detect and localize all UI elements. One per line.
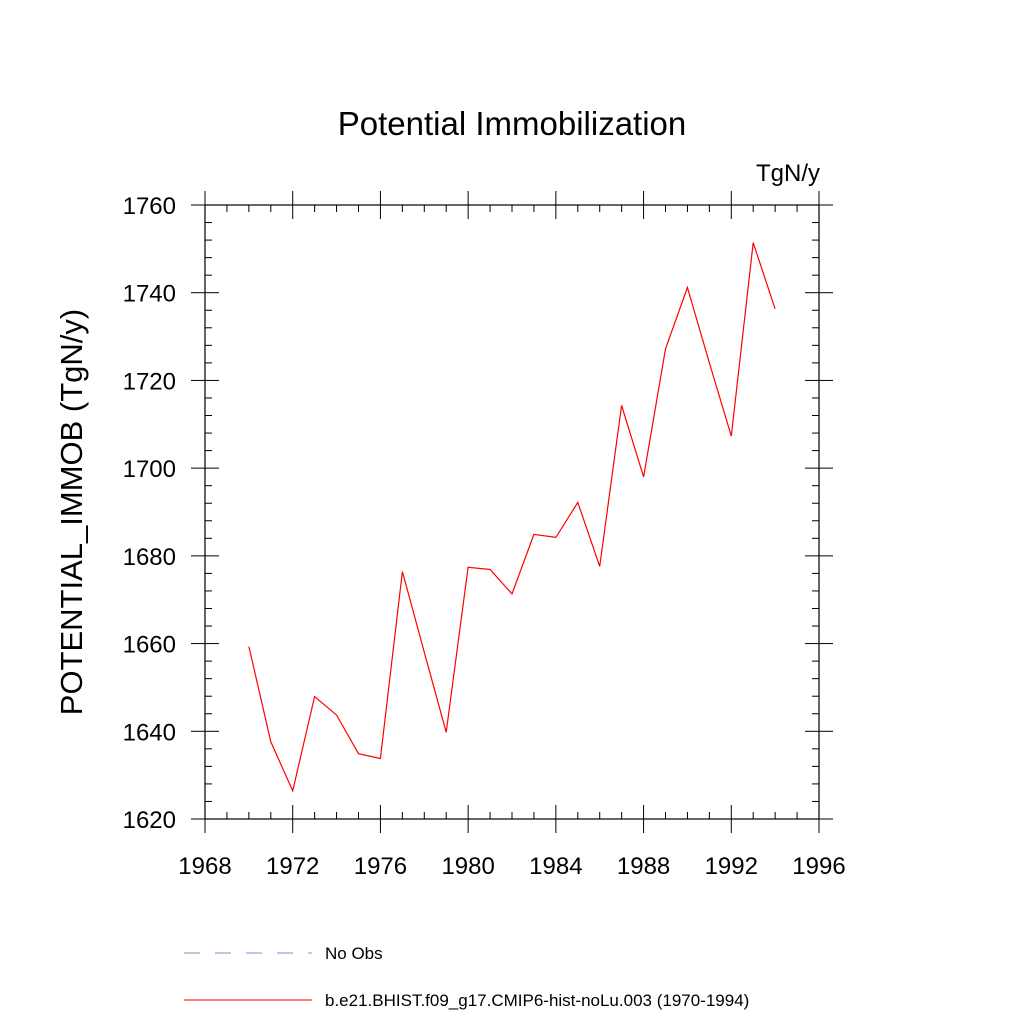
x-tick-label: 1988 bbox=[617, 853, 670, 880]
tick-labels: 1968 1972 1976 1980 1984 1988 1992 1996 1620 1640… bbox=[123, 193, 846, 880]
plot-frame bbox=[204, 204, 820, 820]
y-tick-label: 1680 bbox=[123, 544, 176, 571]
y-tick-label: 1740 bbox=[123, 281, 176, 308]
x-tick-label: 1996 bbox=[792, 853, 845, 880]
x-tick-label: 1972 bbox=[266, 853, 319, 880]
series-line-1 bbox=[248, 242, 776, 793]
x-tick-label: 1976 bbox=[354, 853, 407, 880]
y-axis-label: POTENTIAL_IMMOB (TgN/y) bbox=[54, 309, 89, 715]
legend: No Obs b.e21.BHIST.f09_g17.CMIP6-hist-noL… bbox=[184, 944, 749, 1010]
units-label: TgN/y bbox=[756, 160, 820, 187]
y-tick-label: 1700 bbox=[123, 456, 176, 483]
x-tick-label: 1980 bbox=[441, 853, 494, 880]
series-layer bbox=[248, 242, 776, 793]
legend-label-1: No Obs bbox=[325, 944, 383, 963]
x-tick-label: 1992 bbox=[705, 853, 758, 880]
y-tick-label: 1660 bbox=[123, 632, 176, 659]
x-tick-label: 1968 bbox=[178, 853, 231, 880]
x-tick-label: 1984 bbox=[529, 853, 582, 880]
axis-ticks bbox=[191, 191, 833, 833]
chart-title: Potential Immobilization bbox=[338, 105, 687, 142]
y-tick-label: 1620 bbox=[123, 807, 176, 834]
legend-label-2: b.e21.BHIST.f09_g17.CMIP6-hist-noLu.003 … bbox=[325, 991, 749, 1010]
y-tick-label: 1640 bbox=[123, 719, 176, 746]
y-tick-label: 1760 bbox=[123, 193, 176, 220]
y-tick-label: 1720 bbox=[123, 368, 176, 395]
